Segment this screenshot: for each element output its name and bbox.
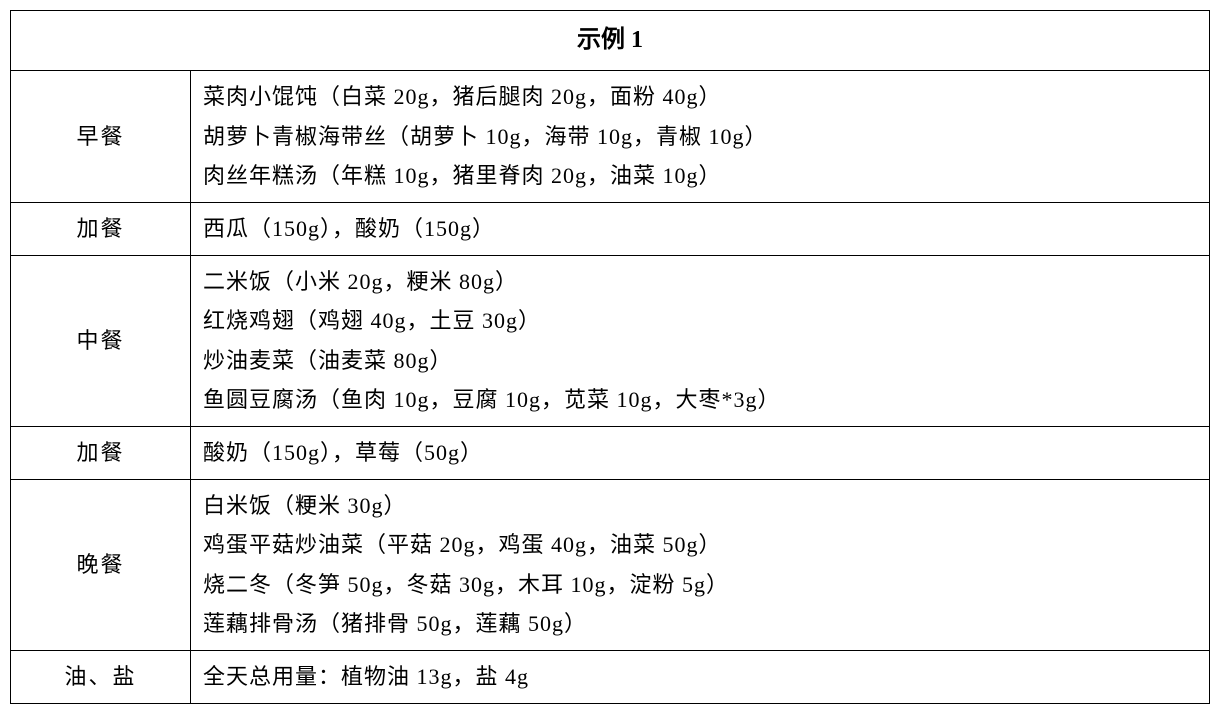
meal-line: 烧二冬（冬笋 50g，冬菇 30g，木耳 10g，淀粉 5g）	[203, 565, 1197, 605]
meal-line: 胡萝卜青椒海带丝（胡萝卜 10g，海带 10g，青椒 10g）	[203, 117, 1197, 157]
meal-line: 二米饭（小米 20g，粳米 80g）	[203, 262, 1197, 302]
meal-line: 红烧鸡翅（鸡翅 40g，土豆 30g）	[203, 301, 1197, 341]
meal-content: 西瓜（150g），酸奶（150g）	[191, 202, 1210, 255]
table-row: 加餐西瓜（150g），酸奶（150g）	[11, 202, 1210, 255]
meal-line: 酸奶（150g），草莓（50g）	[203, 433, 1197, 473]
meal-line: 全天总用量：植物油 13g，盐 4g	[203, 657, 1197, 697]
table-row: 油、盐全天总用量：植物油 13g，盐 4g	[11, 650, 1210, 703]
meal-line: 菜肉小馄饨（白菜 20g，猪后腿肉 20g，面粉 40g）	[203, 77, 1197, 117]
meal-content: 菜肉小馄饨（白菜 20g，猪后腿肉 20g，面粉 40g）胡萝卜青椒海带丝（胡萝…	[191, 71, 1210, 203]
meal-label: 早餐	[11, 71, 191, 203]
table-body: 早餐菜肉小馄饨（白菜 20g，猪后腿肉 20g，面粉 40g）胡萝卜青椒海带丝（…	[11, 71, 1210, 703]
meal-label: 晚餐	[11, 479, 191, 650]
meal-line: 西瓜（150g），酸奶（150g）	[203, 209, 1197, 249]
meal-label: 加餐	[11, 426, 191, 479]
meal-line: 莲藕排骨汤（猪排骨 50g，莲藕 50g）	[203, 604, 1197, 644]
meal-line: 白米饭（粳米 30g）	[203, 486, 1197, 526]
meal-label: 油、盐	[11, 650, 191, 703]
meal-line: 鱼圆豆腐汤（鱼肉 10g，豆腐 10g，苋菜 10g，大枣*3g）	[203, 380, 1197, 420]
meal-line: 鸡蛋平菇炒油菜（平菇 20g，鸡蛋 40g，油菜 50g）	[203, 525, 1197, 565]
meal-line: 肉丝年糕汤（年糕 10g，猪里脊肉 20g，油菜 10g）	[203, 156, 1197, 196]
meal-content: 二米饭（小米 20g，粳米 80g）红烧鸡翅（鸡翅 40g，土豆 30g）炒油麦…	[191, 255, 1210, 426]
table-title: 示例 1	[11, 11, 1210, 71]
table-row: 中餐二米饭（小米 20g，粳米 80g）红烧鸡翅（鸡翅 40g，土豆 30g）炒…	[11, 255, 1210, 426]
meal-label: 加餐	[11, 202, 191, 255]
meal-label: 中餐	[11, 255, 191, 426]
meal-plan-table: 示例 1 早餐菜肉小馄饨（白菜 20g，猪后腿肉 20g，面粉 40g）胡萝卜青…	[10, 10, 1210, 704]
meal-content: 酸奶（150g），草莓（50g）	[191, 426, 1210, 479]
meal-content: 白米饭（粳米 30g）鸡蛋平菇炒油菜（平菇 20g，鸡蛋 40g，油菜 50g）…	[191, 479, 1210, 650]
table-row: 晚餐白米饭（粳米 30g）鸡蛋平菇炒油菜（平菇 20g，鸡蛋 40g，油菜 50…	[11, 479, 1210, 650]
table-row: 加餐酸奶（150g），草莓（50g）	[11, 426, 1210, 479]
table-row: 早餐菜肉小馄饨（白菜 20g，猪后腿肉 20g，面粉 40g）胡萝卜青椒海带丝（…	[11, 71, 1210, 203]
meal-line: 炒油麦菜（油麦菜 80g）	[203, 341, 1197, 381]
meal-content: 全天总用量：植物油 13g，盐 4g	[191, 650, 1210, 703]
